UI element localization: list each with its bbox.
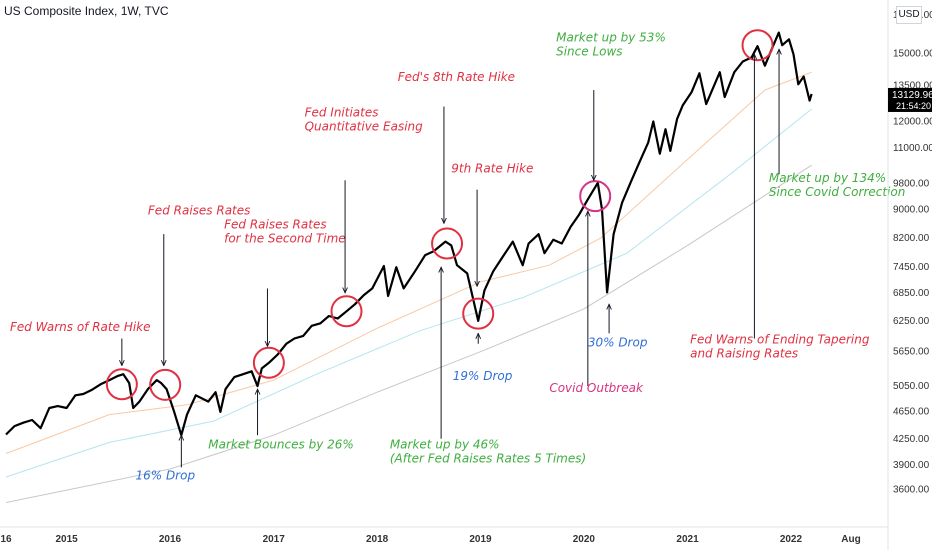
highlight-circle (431, 227, 464, 260)
y-tick-label: 5650.00 (893, 347, 930, 358)
highlight-circle (149, 368, 182, 401)
annotation-label: Fed Warns of Ending Tapering (690, 333, 870, 347)
series-layer (5, 31, 813, 503)
y-tick-label: 8200.00 (893, 233, 930, 244)
y-tick-label: 3900.00 (893, 460, 930, 471)
x-tick-label: 2020 (573, 534, 596, 545)
annotation: 30% Drop (588, 304, 648, 349)
annotation: Fed Raises Rates (148, 204, 250, 401)
annotation: Market up by 53%Since Lows (556, 30, 666, 213)
annotation: Covid Outbreak (549, 211, 644, 395)
last-price-countdown: 21:54:20 (896, 101, 931, 111)
annotation-label: Market Bounces by 26% (208, 437, 354, 451)
x-tick-label: 2022 (780, 534, 803, 545)
moving-average-line (5, 71, 812, 454)
y-tick-label: 15000.00 (893, 48, 932, 59)
chart-title: US Composite Index, 1W, TVC (4, 4, 169, 18)
annotation-label: Since Covid Correction (769, 185, 906, 199)
highlight-circle (462, 297, 495, 330)
annotation-label: Market up by 134% (769, 171, 886, 185)
last-price-tag: 13129.96 21:54:20 (888, 87, 932, 112)
annotation-label: for the Second Time (224, 232, 346, 246)
annotation-label: (After Fed Raises Rates 5 Times) (390, 451, 586, 465)
annotation: 19% Drop (453, 333, 513, 383)
price-line (5, 31, 813, 437)
highlight-circle (741, 29, 774, 62)
annotation: 16% Drop (135, 435, 195, 483)
x-tick-label: 2015 (55, 534, 78, 545)
annotation: Market up by 134%Since Covid Correction (741, 29, 906, 199)
y-tick-label: 4250.00 (893, 434, 930, 445)
annotation-label: Fed Raises Rates (224, 218, 326, 232)
annotation-label: Fed Raises Rates (148, 204, 250, 218)
annotation-label: 30% Drop (588, 335, 648, 349)
x-axis: 16 2015 2016 2017 2018 2019 2020 2021 2022 Aug (0, 534, 860, 545)
highlight-circle (105, 368, 138, 401)
x-tick-label: 16 (0, 534, 12, 545)
y-tick-label: 12000.00 (893, 116, 932, 127)
last-price-value: 13129.96 (892, 90, 932, 101)
y-tick-label: 9800.00 (893, 178, 930, 189)
x-tick-label: 2018 (366, 534, 389, 545)
highlight-circle (579, 180, 612, 213)
annotation-label: Market up by 53% (556, 30, 666, 44)
annotation: Market up by 46%(After Fed Raises Rates … (390, 267, 586, 465)
y-tick-label: 3600.00 (893, 485, 930, 496)
annotation-label: 9th Rate Hike (451, 162, 533, 176)
y-tick-label: 7450.00 (893, 262, 930, 273)
last-price-background (888, 87, 932, 112)
y-tick-label: 9000.00 (893, 204, 930, 215)
x-tick-label: Aug (841, 534, 860, 545)
annotation-label: Since Lows (556, 44, 622, 58)
annotation-label: Fed Initiates (305, 105, 379, 119)
annotation-label: Covid Outbreak (549, 381, 644, 395)
annotation-label: Market up by 46% (390, 437, 500, 451)
annotation: Market Bounces by 26% (208, 389, 354, 451)
x-tick-label: 2017 (263, 534, 286, 545)
x-tick-label: 2019 (469, 534, 492, 545)
annotation: 9th Rate Hike (451, 162, 533, 330)
annotation-label: Fed's 8th Rate Hike (398, 70, 515, 84)
y-tick-label: 11000.00 (893, 143, 932, 154)
y-tick-label: 5050.00 (893, 381, 930, 392)
annotation-label: Quantitative Easing (305, 119, 424, 133)
y-tick-label: 13500.00 (893, 80, 932, 91)
highlight-circle (330, 295, 363, 328)
y-tick-label: 6850.00 (893, 288, 930, 299)
annotation: Fed Warns of Rate Hike (10, 320, 151, 401)
annotation-label: Fed Warns of Rate Hike (10, 320, 151, 334)
annotation-label: 16% Drop (135, 469, 195, 483)
moving-average-line (5, 108, 812, 478)
y-tick-label: 4650.00 (893, 406, 930, 417)
annotation-label: 19% Drop (453, 369, 513, 383)
currency-button[interactable]: USD (896, 6, 922, 24)
annotation: Fed's 8th Rate Hike (398, 70, 515, 260)
y-tick-label: 6250.00 (893, 316, 930, 327)
x-tick-label: 2021 (676, 534, 699, 545)
x-tick-label: 2016 (159, 534, 182, 545)
highlight-circle (252, 346, 285, 379)
moving-average-line (5, 164, 812, 503)
annotation-label: and Raising Rates (690, 347, 798, 361)
